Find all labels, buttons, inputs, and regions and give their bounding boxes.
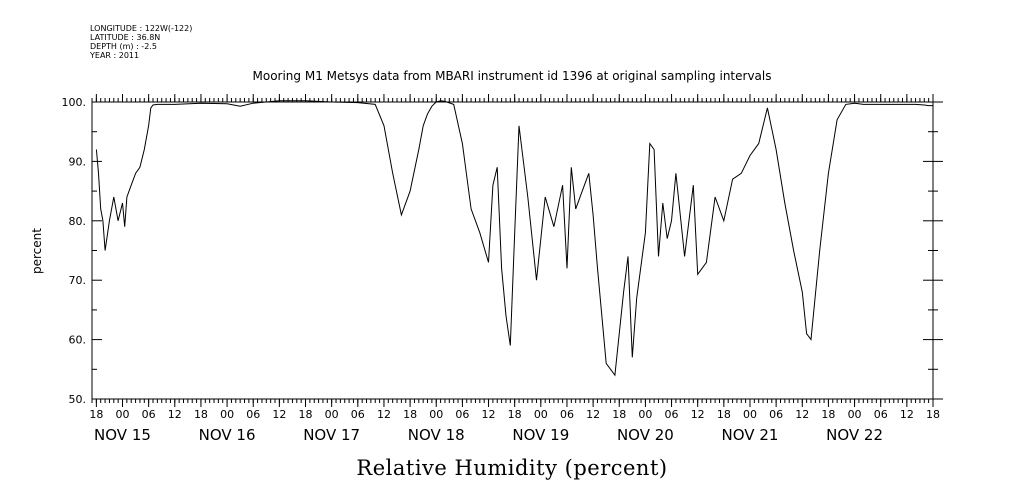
y-tick-label: 70.	[69, 274, 87, 287]
latitude-label: LATITUDE : 36.8N	[90, 33, 160, 42]
x-hour-tick-label: 00	[429, 408, 443, 421]
x-date-labels: NOV 15 NOV 16 NOV 17 NOV 18 NOV 19 NOV 20 NOV …	[94, 426, 883, 444]
x-hour-tick-label: 18	[508, 408, 522, 421]
x-hour-tick-label: 12	[168, 408, 182, 421]
major-ticks	[95, 94, 934, 407]
year-label: YEAR : 2011	[89, 51, 139, 60]
depth-label: DEPTH (m) : -2.5	[90, 42, 157, 51]
plot-frame	[91, 101, 934, 400]
x-hour-tick-label: 06	[874, 408, 888, 421]
y-axis: 50. 60. 70. 80. 90. 100.	[62, 96, 943, 406]
minor-ticks	[91, 98, 934, 403]
x-hour-tick-label: 18	[403, 408, 417, 421]
x-date-label: NOV 15	[94, 426, 151, 444]
x-hour-tick-label: 18	[717, 408, 731, 421]
x-hour-tick-label: 12	[900, 408, 914, 421]
x-hour-tick-label: 06	[665, 408, 679, 421]
x-hour-tick-label: 12	[691, 408, 705, 421]
x-hour-tick-label: 00	[848, 408, 862, 421]
x-hour-tick-label: 00	[220, 408, 234, 421]
x-hour-tick-label: 06	[351, 408, 365, 421]
x-hour-tick-label: 18	[612, 408, 626, 421]
x-hour-tick-label: 00	[638, 408, 652, 421]
y-axis-label: percent	[30, 228, 44, 274]
x-hour-labels: 18 00 06 12 18 00 06 12 18 00 06 12 18 00 06 12 18 00 06 12…	[89, 408, 940, 421]
x-hour-tick-label: 00	[743, 408, 757, 421]
x-hour-tick-label: 18	[821, 408, 835, 421]
metadata-block: LONGITUDE : 122W(-122) LATITUDE : 36.8N …	[89, 24, 192, 60]
x-hour-tick-label: 12	[795, 408, 809, 421]
y-tick-label: 60.	[69, 334, 87, 347]
x-hour-tick-label: 18	[194, 408, 208, 421]
chart-title: Mooring M1 Metsys data from MBARI instru…	[253, 69, 772, 83]
x-hour-tick-label: 06	[560, 408, 574, 421]
y-tick-label: 100.	[62, 96, 87, 109]
x-hour-tick-label: 06	[455, 408, 469, 421]
x-axis-label: Relative Humidity (percent)	[356, 456, 667, 480]
x-date-label: NOV 21	[722, 426, 779, 444]
x-date-label: NOV 16	[199, 426, 256, 444]
longitude-label: LONGITUDE : 122W(-122)	[90, 24, 192, 33]
x-hour-tick-label: 00	[116, 408, 130, 421]
series-line-relative-humidity	[95, 100, 933, 377]
x-hour-tick-label: 12	[272, 408, 286, 421]
y-tick-label: 80.	[69, 215, 87, 228]
x-hour-tick-label: 18	[299, 408, 313, 421]
x-hour-tick-label: 18	[926, 408, 940, 421]
y-tick-label: 90.	[69, 155, 87, 168]
x-date-label: NOV 19	[512, 426, 569, 444]
x-hour-tick-label: 12	[586, 408, 600, 421]
x-date-label: NOV 17	[303, 426, 360, 444]
x-date-label: NOV 22	[826, 426, 883, 444]
x-hour-tick-label: 12	[377, 408, 391, 421]
x-hour-tick-label: 00	[325, 408, 339, 421]
x-hour-tick-label: 06	[142, 408, 156, 421]
x-hour-tick-label: 12	[482, 408, 496, 421]
x-hour-tick-label: 06	[769, 408, 783, 421]
y-tick-label: 50.	[69, 393, 87, 406]
x-hour-tick-label: 18	[89, 408, 103, 421]
x-hour-tick-label: 00	[534, 408, 548, 421]
x-hour-tick-label: 06	[246, 408, 260, 421]
x-date-label: NOV 20	[617, 426, 674, 444]
x-date-label: NOV 18	[408, 426, 465, 444]
